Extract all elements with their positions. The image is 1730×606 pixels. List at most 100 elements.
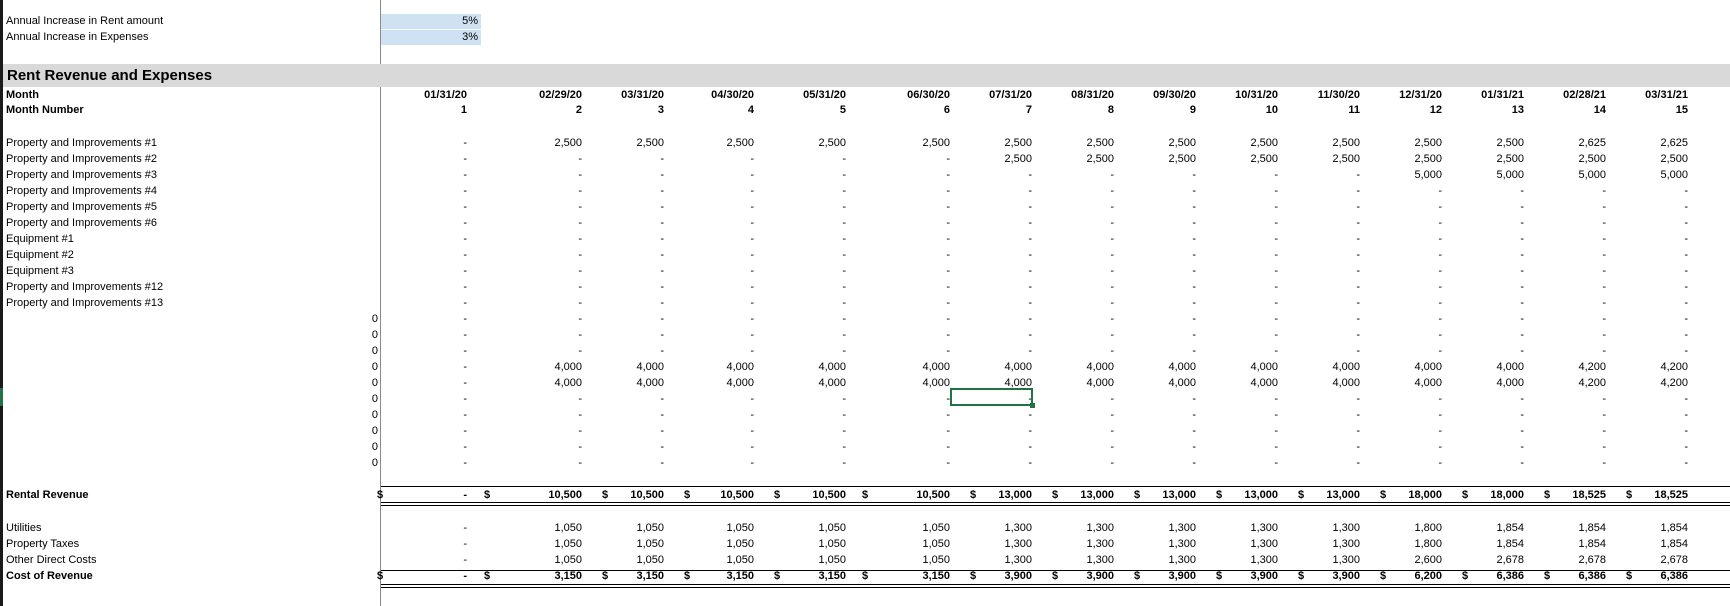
revenue-cell[interactable]: - (750, 345, 754, 357)
revenue-cell[interactable]: - (1520, 393, 1524, 405)
revenue-cell[interactable]: 4,200 (1578, 377, 1606, 389)
revenue-cell[interactable]: - (578, 169, 582, 181)
revenue-cell[interactable]: 4,000 (726, 361, 754, 373)
revenue-cell[interactable]: - (1684, 217, 1688, 229)
revenue-cell[interactable]: - (1110, 201, 1114, 213)
revenue-cell[interactable]: - (1438, 281, 1442, 293)
revenue-cell[interactable]: 2,500 (1250, 153, 1278, 165)
revenue-cell[interactable]: - (1602, 217, 1606, 229)
revenue-cell[interactable]: - (1520, 329, 1524, 341)
header-cell[interactable]: 07/31/20 (989, 89, 1032, 101)
cost-of-revenue-cell[interactable]: 3,900 (1332, 570, 1360, 582)
rental-revenue-cell[interactable]: 10,500 (916, 489, 950, 501)
revenue-cell[interactable]: - (463, 409, 467, 421)
revenue-cell[interactable]: - (1684, 281, 1688, 293)
revenue-cell[interactable]: - (1684, 313, 1688, 325)
revenue-cell[interactable]: - (463, 137, 467, 149)
revenue-cell[interactable]: - (463, 425, 467, 437)
assumption-value[interactable]: 3% (462, 31, 478, 43)
revenue-cell[interactable]: - (1438, 233, 1442, 245)
fill-handle[interactable] (1030, 403, 1035, 408)
assumption-input-cell[interactable] (381, 14, 481, 29)
revenue-cell[interactable]: 4,000 (1004, 377, 1032, 389)
revenue-cell[interactable]: - (1438, 217, 1442, 229)
revenue-cell[interactable]: - (750, 185, 754, 197)
revenue-cell[interactable]: 4,000 (1414, 377, 1442, 389)
revenue-cell[interactable]: - (842, 233, 846, 245)
header-cell[interactable]: 04/30/20 (711, 89, 754, 101)
revenue-cell[interactable]: 2,500 (636, 137, 664, 149)
revenue-cell[interactable]: - (660, 345, 664, 357)
revenue-cell[interactable]: - (1028, 281, 1032, 293)
revenue-cell[interactable]: - (1356, 201, 1360, 213)
revenue-cell[interactable]: - (946, 233, 950, 245)
revenue-cell[interactable]: - (1192, 425, 1196, 437)
expense-cell[interactable]: 1,300 (1004, 538, 1032, 550)
revenue-cell[interactable]: - (1520, 249, 1524, 261)
revenue-cell[interactable]: - (1438, 201, 1442, 213)
expense-cell[interactable]: 1,854 (1496, 538, 1524, 550)
revenue-cell[interactable]: - (1028, 313, 1032, 325)
revenue-cell[interactable]: - (1356, 281, 1360, 293)
revenue-cell[interactable]: - (1602, 185, 1606, 197)
revenue-cell[interactable]: 4,000 (1250, 377, 1278, 389)
header-cell[interactable]: 9 (1189, 104, 1196, 116)
cost-of-revenue-cell[interactable]: 3,900 (1250, 570, 1278, 582)
revenue-cell[interactable]: - (1520, 457, 1524, 469)
revenue-cell[interactable]: - (1110, 169, 1114, 181)
revenue-cell[interactable]: 4,000 (1414, 361, 1442, 373)
revenue-cell[interactable]: - (463, 297, 467, 309)
cost-of-revenue-cell[interactable]: 3,150 (636, 570, 664, 582)
revenue-cell[interactable]: - (842, 297, 846, 309)
revenue-cell[interactable]: - (1356, 393, 1360, 405)
revenue-cell[interactable]: - (660, 265, 664, 277)
revenue-cell[interactable]: - (463, 201, 467, 213)
revenue-cell[interactable]: - (946, 265, 950, 277)
revenue-cell[interactable]: - (946, 185, 950, 197)
revenue-cell[interactable]: - (463, 361, 467, 373)
revenue-cell[interactable]: - (1192, 313, 1196, 325)
revenue-cell[interactable]: 4,000 (1496, 361, 1524, 373)
revenue-cell[interactable]: - (1110, 249, 1114, 261)
revenue-cell[interactable]: - (1684, 185, 1688, 197)
revenue-cell[interactable]: 4,000 (1086, 361, 1114, 373)
revenue-cell[interactable]: - (1438, 249, 1442, 261)
revenue-cell[interactable]: - (463, 249, 467, 261)
revenue-cell[interactable]: - (1438, 329, 1442, 341)
header-cell[interactable]: 08/31/20 (1071, 89, 1114, 101)
expense-cell[interactable]: 2,678 (1496, 554, 1524, 566)
revenue-cell[interactable]: - (1684, 393, 1688, 405)
revenue-cell[interactable]: - (578, 249, 582, 261)
revenue-cell[interactable]: - (1684, 233, 1688, 245)
expense-cell[interactable]: 2,678 (1578, 554, 1606, 566)
revenue-cell[interactable]: - (946, 425, 950, 437)
expense-cell[interactable]: 1,050 (922, 522, 950, 534)
revenue-cell[interactable]: - (1110, 457, 1114, 469)
revenue-cell[interactable]: - (463, 329, 467, 341)
revenue-cell[interactable]: - (946, 441, 950, 453)
revenue-cell[interactable]: - (1684, 457, 1688, 469)
revenue-cell[interactable]: - (578, 201, 582, 213)
revenue-cell[interactable]: - (578, 281, 582, 293)
revenue-cell[interactable]: - (1520, 217, 1524, 229)
expense-cell[interactable]: 1,300 (1004, 522, 1032, 534)
revenue-cell[interactable]: 4,000 (1004, 361, 1032, 373)
expense-cell[interactable]: 2,678 (1660, 554, 1688, 566)
revenue-cell[interactable]: - (842, 329, 846, 341)
revenue-cell[interactable]: - (1028, 409, 1032, 421)
expense-cell[interactable]: - (463, 554, 467, 566)
revenue-cell[interactable]: 2,500 (922, 137, 950, 149)
revenue-cell[interactable]: - (1438, 265, 1442, 277)
revenue-cell[interactable]: - (1274, 201, 1278, 213)
revenue-cell[interactable]: - (1602, 201, 1606, 213)
revenue-cell[interactable]: - (1274, 313, 1278, 325)
revenue-cell[interactable]: - (1438, 425, 1442, 437)
revenue-cell[interactable]: - (463, 265, 467, 277)
header-cell[interactable]: 2 (575, 104, 582, 116)
revenue-cell[interactable]: 5,000 (1578, 169, 1606, 181)
header-cell[interactable]: 13 (1511, 104, 1524, 116)
cost-of-revenue-cell[interactable]: 3,150 (818, 570, 846, 582)
revenue-cell[interactable]: - (1356, 297, 1360, 309)
revenue-cell[interactable]: 4,000 (554, 361, 582, 373)
revenue-cell[interactable]: - (578, 217, 582, 229)
